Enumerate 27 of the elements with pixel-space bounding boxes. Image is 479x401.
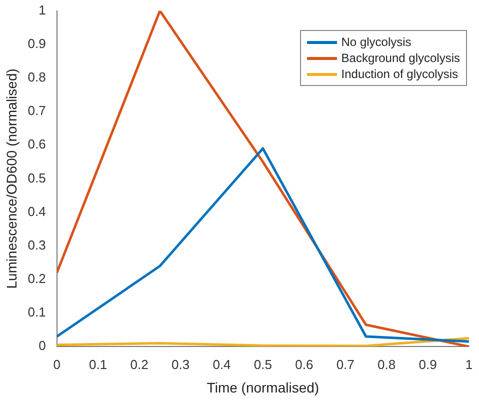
x-tick-label: 0.3 — [171, 356, 190, 372]
x-tick-label: 0.8 — [378, 356, 396, 372]
y-tick-label: 0.1 — [28, 304, 46, 320]
y-tick-label: 0.7 — [28, 103, 46, 118]
y-tick-label: 0.5 — [28, 170, 46, 186]
y-tick-label: 0.4 — [28, 204, 46, 219]
x-tick-label: 0.5 — [254, 356, 272, 372]
x-tick-label: 0.7 — [336, 356, 354, 372]
y-tick-label: 0.9 — [28, 36, 46, 51]
x-tick-label: 0.6 — [295, 356, 314, 372]
legend-label: No glycolysis — [341, 35, 412, 49]
legend-label: Background glycolysis — [341, 51, 460, 65]
x-tick-label: 0.1 — [89, 356, 108, 372]
x-axis-title: Time (normalised) — [206, 379, 320, 396]
x-tick-label: 0.9 — [418, 356, 437, 372]
y-tick-label: 1 — [38, 2, 46, 18]
x-tick-label: 0 — [53, 356, 60, 372]
x-tick-label: 0.4 — [212, 356, 231, 372]
y-tick-label: 0.3 — [28, 237, 46, 252]
y-axis-title: Luminescence/OD600 (normalised) — [3, 68, 20, 289]
y-tick-label: 0.8 — [28, 70, 46, 85]
y-tick-label: 0.2 — [28, 271, 46, 286]
y-tick-label: 0.6 — [28, 136, 46, 152]
y-tick-label: 0 — [38, 338, 46, 354]
x-tick-label: 0.2 — [130, 356, 148, 372]
x-tick-label: 1 — [465, 356, 473, 372]
legend-label: Induction of glycolysis — [341, 67, 458, 81]
